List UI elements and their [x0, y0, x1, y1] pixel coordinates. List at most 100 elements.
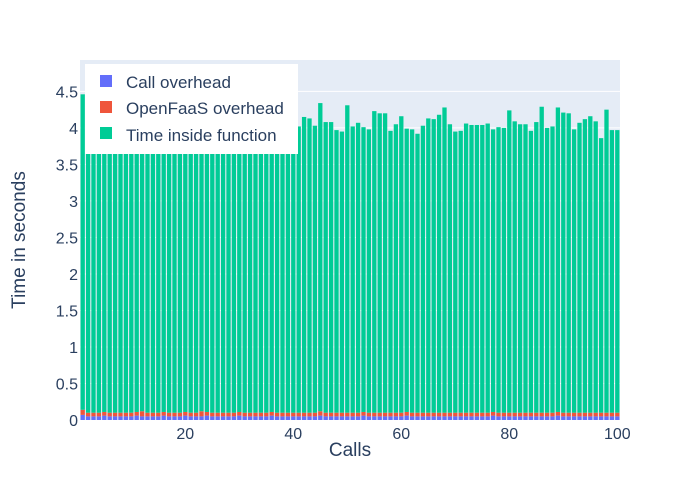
- bar-segment-time-inside-function: [258, 108, 264, 413]
- bar-segment-call-overhead: [582, 416, 588, 420]
- bar-segment-time-inside-function: [220, 114, 226, 413]
- bar-segment-openfaas-overhead: [388, 412, 393, 417]
- bar-segment-time-inside-function: [107, 123, 112, 413]
- bar-segment-time-inside-function: [323, 122, 328, 413]
- bar-segment-openfaas-overhead: [350, 412, 355, 417]
- bar-segment-openfaas-overhead: [285, 412, 291, 417]
- bar-segment-openfaas-overhead: [134, 411, 139, 416]
- y-tick-label: 0.5: [56, 376, 78, 393]
- bar-segment-call-overhead: [107, 416, 112, 420]
- bar-segment-time-inside-function: [555, 107, 561, 412]
- bar-segment-call-overhead: [301, 416, 307, 420]
- bar-segment-time-inside-function: [334, 130, 339, 413]
- bar-segment-time-inside-function: [139, 110, 145, 412]
- bar-segment-time-inside-function: [436, 114, 442, 413]
- bar-segment-openfaas-overhead: [123, 412, 129, 417]
- y-tick-label: 1: [69, 340, 78, 357]
- bar-segment-openfaas-overhead: [204, 411, 210, 416]
- bar-segment-call-overhead: [377, 416, 382, 420]
- bar-segment-time-inside-function: [215, 113, 220, 413]
- legend-swatch-openfaas-overhead: [100, 101, 112, 113]
- bar-segment-openfaas-overhead: [253, 412, 258, 417]
- bar-segment-openfaas-overhead: [593, 412, 598, 417]
- bar-segment-call-overhead: [112, 416, 118, 420]
- bar-segment-time-inside-function: [377, 113, 382, 413]
- bar-segment-call-overhead: [534, 416, 539, 420]
- bars-group: [80, 94, 620, 420]
- bar-segment-openfaas-overhead: [550, 412, 555, 417]
- bar-segment-call-overhead: [226, 416, 231, 420]
- bar-segment-time-inside-function: [539, 106, 544, 413]
- bar-segment-call-overhead: [550, 416, 555, 420]
- bar-segment-time-inside-function: [301, 116, 307, 413]
- bar-segment-call-overhead: [188, 416, 193, 420]
- bar-segment-time-inside-function: [593, 121, 598, 413]
- bar-segment-time-inside-function: [264, 132, 269, 413]
- bar-segment-time-inside-function: [490, 129, 496, 412]
- bar-segment-call-overhead: [609, 416, 615, 420]
- bar-segment-time-inside-function: [442, 107, 447, 413]
- bar-segment-openfaas-overhead: [80, 409, 85, 415]
- bar-segment-time-inside-function: [453, 131, 458, 413]
- bar-segment-call-overhead: [134, 415, 139, 420]
- bar-segment-openfaas-overhead: [485, 412, 490, 417]
- bar-segment-openfaas-overhead: [334, 412, 339, 417]
- bar-segment-call-overhead: [242, 416, 247, 420]
- bar-segment-time-inside-function: [274, 110, 280, 413]
- y-tick-label: 3: [69, 194, 78, 211]
- bar-segment-openfaas-overhead: [496, 412, 501, 417]
- bar-segment-openfaas-overhead: [544, 412, 550, 417]
- bar-segment-time-inside-function: [210, 111, 215, 413]
- bar-segment-time-inside-function: [269, 114, 274, 412]
- bar-segment-call-overhead: [123, 416, 129, 420]
- legend-swatch-call-overhead: [100, 75, 112, 87]
- bar-segment-openfaas-overhead: [323, 412, 328, 417]
- y-tick-label: 3.5: [56, 157, 78, 174]
- bar-segment-time-inside-function: [280, 119, 285, 413]
- bar-segment-call-overhead: [485, 416, 490, 420]
- bar-segment-openfaas-overhead: [237, 411, 242, 416]
- legend-background: [85, 64, 298, 154]
- bar-segment-call-overhead: [258, 416, 264, 420]
- bar-segment-openfaas-overhead: [96, 412, 102, 417]
- bar-segment-openfaas-overhead: [453, 412, 458, 417]
- bar-segment-call-overhead: [339, 416, 345, 420]
- bar-segment-time-inside-function: [361, 127, 366, 412]
- bar-segment-openfaas-overhead: [523, 412, 528, 417]
- bar-segment-call-overhead: [490, 415, 496, 420]
- bar-segment-openfaas-overhead: [107, 412, 112, 417]
- bar-segment-time-inside-function: [480, 124, 485, 413]
- y-tick-label: 1.5: [56, 303, 78, 320]
- bar-segment-call-overhead: [291, 416, 296, 420]
- bar-segment-openfaas-overhead: [463, 412, 469, 417]
- bar-segment-call-overhead: [161, 415, 166, 420]
- bar-segment-openfaas-overhead: [102, 411, 107, 416]
- bar-segment-openfaas-overhead: [561, 412, 566, 417]
- bar-segment-call-overhead: [215, 416, 220, 420]
- bar-segment-call-overhead: [91, 416, 96, 420]
- bar-segment-openfaas-overhead: [598, 412, 604, 417]
- bar-segment-openfaas-overhead: [231, 412, 237, 417]
- bar-segment-time-inside-function: [393, 124, 399, 413]
- bar-segment-time-inside-function: [544, 127, 550, 413]
- bar-segment-call-overhead: [296, 416, 301, 420]
- bar-segment-time-inside-function: [129, 124, 134, 413]
- bar-segment-time-inside-function: [350, 126, 355, 413]
- bar-segment-time-inside-function: [285, 119, 291, 413]
- bar-segment-call-overhead: [615, 416, 620, 420]
- bar-segment-openfaas-overhead: [399, 412, 404, 417]
- bar-segment-call-overhead: [85, 416, 91, 420]
- bar-segment-openfaas-overhead: [258, 412, 264, 417]
- bar-segment-openfaas-overhead: [220, 412, 226, 417]
- bar-segment-call-overhead: [372, 416, 377, 420]
- bar-segment-openfaas-overhead: [490, 411, 496, 416]
- bar-segment-openfaas-overhead: [501, 412, 507, 417]
- bar-segment-time-inside-function: [85, 119, 91, 413]
- bar-segment-time-inside-function: [193, 103, 199, 413]
- bar-segment-openfaas-overhead: [355, 412, 361, 417]
- bar-segment-openfaas-overhead: [291, 412, 296, 417]
- bar-segment-openfaas-overhead: [420, 412, 426, 417]
- bar-segment-time-inside-function: [507, 110, 512, 413]
- bar-segment-call-overhead: [102, 415, 107, 420]
- bar-segment-call-overhead: [507, 416, 512, 420]
